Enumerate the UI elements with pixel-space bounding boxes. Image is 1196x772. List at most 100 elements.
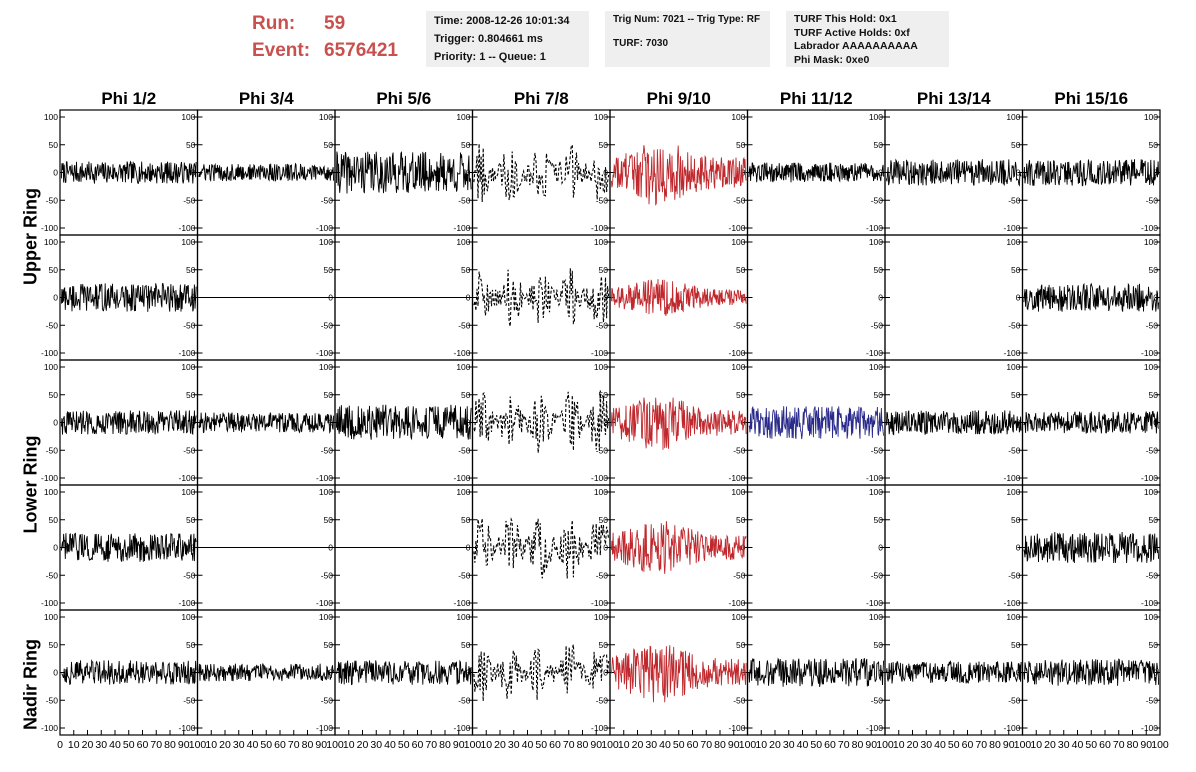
x-tick-label: 80 <box>852 739 864 751</box>
panel-frame <box>1021 609 1161 736</box>
x-tick-label: 30 <box>508 739 520 751</box>
x-tick-label: 60 <box>687 739 699 751</box>
y-tick-label-right: 100 <box>456 112 470 122</box>
x-tick-label: 40 <box>1072 739 1084 751</box>
y-tick-label-right: 50 <box>324 640 334 650</box>
y-tick-label-right: 100 <box>1006 487 1020 497</box>
x-tick-label: 90 <box>1140 739 1152 751</box>
y-tick-label-left: -50 <box>46 195 59 205</box>
y-tick-label-right: 100 <box>869 612 883 622</box>
turf-text: TURF: 7030 <box>613 38 669 49</box>
x-tick-label: 20 <box>82 739 94 751</box>
y-tick-label-right: -100 <box>591 598 608 608</box>
y-tick-label-right: -100 <box>1141 723 1158 733</box>
x-tick-label: 70 <box>425 739 437 751</box>
y-tick-label-right: -50 <box>1146 445 1159 455</box>
waveform-trace <box>1023 410 1159 434</box>
panel-frame <box>471 609 611 736</box>
y-tick-label-right: -50 <box>733 320 746 330</box>
x-tick-label: 60 <box>137 739 149 751</box>
y-tick-label-right: 100 <box>181 237 195 247</box>
turf-info-box: TURF This Hold: 0x1 TURF Active Holds: 0… <box>786 11 949 67</box>
y-tick-label-right: 100 <box>1144 112 1158 122</box>
x-tick-label: 50 <box>535 739 547 751</box>
x-tick-label: 10 <box>618 739 630 751</box>
y-tick-label-right: 100 <box>594 362 608 372</box>
x-tick-label: 10 <box>1030 739 1042 751</box>
x-tick-label: 50 <box>123 739 135 751</box>
y-tick-label-right: 50 <box>874 265 884 275</box>
x-tick-label: 100 <box>876 739 894 751</box>
x-tick-label: 10 <box>205 739 217 751</box>
y-tick-label-left: -50 <box>46 695 59 705</box>
waveform-trace <box>610 145 747 206</box>
y-tick-label-right: -50 <box>183 695 196 705</box>
y-tick-label-right: -100 <box>453 473 470 483</box>
labrador-text: Labrador AAAAAAAAAA <box>794 40 918 52</box>
y-tick-label-left: -50 <box>46 320 59 330</box>
y-tick-label-right: 50 <box>186 390 196 400</box>
waveform-trace <box>748 162 885 183</box>
waveform-trace <box>748 405 885 440</box>
y-tick-label-right: -100 <box>453 348 470 358</box>
waveform-trace <box>885 158 1022 187</box>
y-tick-label-left: -50 <box>46 445 59 455</box>
trig-info-box: Trig Num: 7021 -- Trig Type: RF TURF: 70… <box>605 11 770 67</box>
y-tick-label-right: 50 <box>186 265 196 275</box>
y-tick-label-right: -100 <box>1003 223 1020 233</box>
y-tick-label-left: 0 <box>53 543 58 553</box>
y-tick-label-left: 100 <box>44 237 58 247</box>
x-tick-label: 80 <box>302 739 314 751</box>
panel-frame <box>746 484 886 611</box>
y-tick-label-right: 50 <box>599 515 609 525</box>
x-tick-label: 100 <box>739 739 757 751</box>
y-tick-label-right: 100 <box>731 237 745 247</box>
y-tick-label-right: -50 <box>321 570 334 580</box>
y-tick-label-right: -100 <box>1141 598 1158 608</box>
y-tick-label-right: -50 <box>596 695 609 705</box>
y-tick-label-right: -100 <box>316 473 333 483</box>
waveform-trace <box>610 645 747 703</box>
waveform-trace <box>610 279 747 316</box>
y-tick-label-right: -50 <box>458 320 471 330</box>
y-tick-label-right: -100 <box>591 348 608 358</box>
y-tick-label-right: 100 <box>594 237 608 247</box>
y-tick-label-left: 100 <box>44 487 58 497</box>
y-tick-label-right: 100 <box>1006 612 1020 622</box>
y-tick-label-right: -100 <box>1141 223 1158 233</box>
y-tick-label-right: -100 <box>728 598 745 608</box>
y-tick-label-right: -100 <box>866 723 883 733</box>
panel-frame <box>884 484 1024 611</box>
y-tick-label-right: 100 <box>319 112 333 122</box>
x-tick-label: 20 <box>494 739 506 751</box>
x-tick-label: 60 <box>1099 739 1111 751</box>
y-tick-label-right: 100 <box>731 362 745 372</box>
x-tick-label: 40 <box>384 739 396 751</box>
x-tick-label: 30 <box>233 739 245 751</box>
y-tick-label-right: 50 <box>599 265 609 275</box>
y-tick-label-right: -50 <box>321 320 334 330</box>
x-tick-label: 60 <box>962 739 974 751</box>
y-tick-label-right: 50 <box>1011 515 1021 525</box>
y-tick-label-right: 100 <box>181 362 195 372</box>
x-tick-label: 90 <box>315 739 327 751</box>
y-tick-label-right: 50 <box>736 390 746 400</box>
x-tick-label: 30 <box>920 739 932 751</box>
column-header-5: Phi 9/10 <box>647 89 711 108</box>
y-tick-label-left: 50 <box>49 265 59 275</box>
y-tick-label-left: -100 <box>41 348 58 358</box>
y-tick-label-right: -50 <box>733 195 746 205</box>
y-tick-label-right: -100 <box>728 723 745 733</box>
y-tick-label-right: 100 <box>869 487 883 497</box>
y-tick-label-right: -100 <box>1141 473 1158 483</box>
y-tick-label-left: -100 <box>41 473 58 483</box>
y-tick-label-left: 0 <box>53 168 58 178</box>
y-tick-label-right: 0 <box>603 418 608 428</box>
y-tick-label-right: -100 <box>316 598 333 608</box>
panel-frame <box>884 234 1024 361</box>
y-tick-label-right: -50 <box>733 695 746 705</box>
y-tick-label-right: 100 <box>594 612 608 622</box>
column-header-4: Phi 7/8 <box>514 89 569 108</box>
column-header-8: Phi 15/16 <box>1054 89 1128 108</box>
